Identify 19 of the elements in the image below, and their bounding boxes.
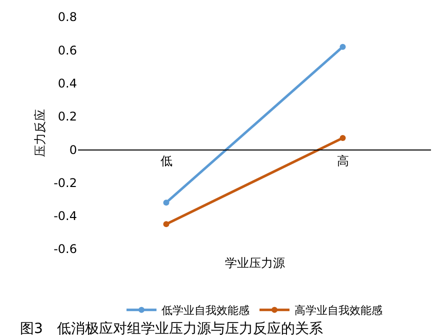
x-axis-title: 学业压力源	[225, 256, 285, 270]
point	[340, 134, 346, 141]
y-tick-label: 0.4	[58, 76, 77, 90]
y-tick-label: 0	[69, 142, 77, 157]
point	[163, 221, 170, 228]
point	[340, 44, 346, 50]
y-tick-label: 0.2	[58, 110, 77, 124]
y-axis-title: 压力反应	[33, 109, 47, 157]
y-tick-label: -0.4	[54, 209, 77, 224]
y-tick-label: -0.6	[54, 242, 77, 256]
caption: 图3 低消极应对组学业压力源与压力反应的关系	[20, 321, 323, 335]
x-tick-label: 低	[160, 154, 172, 168]
x-tick-label: 高	[336, 154, 349, 168]
y-tick-label: 0.8	[58, 10, 77, 24]
point	[163, 200, 170, 206]
legend-label: 高学业自我效能感	[294, 304, 382, 318]
y-tick-label: -0.2	[54, 176, 77, 190]
y-tick-label: 0.6	[58, 43, 77, 58]
legend-label: 低学业自我效能感	[162, 304, 250, 318]
